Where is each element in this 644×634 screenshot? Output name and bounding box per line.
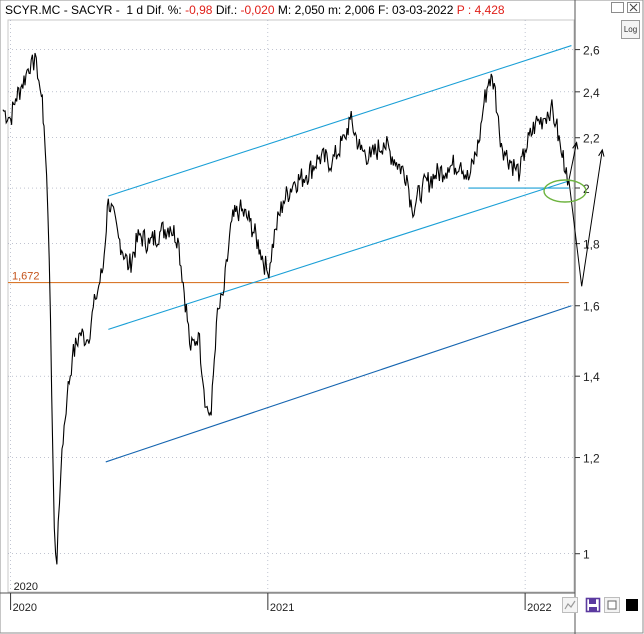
dark-background-button[interactable] [624,597,640,613]
projection-arrow [568,142,578,181]
window-close-icon[interactable] [627,2,640,13]
arrow-head [572,141,579,150]
symbol: SCYR.MC [5,3,61,17]
date-value: 03-03-2022 [392,3,454,17]
dif-label: Dif.: [215,3,238,17]
max-label: M: [277,3,292,17]
dif-value: -0,020 [240,3,275,17]
min-label: m: [327,3,342,17]
log-scale-label: Log [623,25,638,34]
instrument-name: SACYR [71,3,113,17]
separator: - [63,3,68,17]
y-tick-label: 1,4 [583,370,600,384]
y-tick-label: 2,6 [583,44,600,58]
arrow-head [598,148,605,157]
close-icon [629,3,638,12]
trendline-channel-upper [108,45,572,197]
x-tick-label: 2020 [13,602,37,614]
y-tick-label: 1 [583,548,590,562]
period-marker-label: 2020 [14,581,38,593]
y-tick-label: 2,4 [583,86,600,100]
highlight-ellipse [543,179,587,203]
y-tick-label: 1,2 [583,452,600,466]
price-label: P : [456,3,472,17]
save-button[interactable] [585,597,601,613]
date-label: F: [378,3,389,17]
max-value: 2,050 [294,3,325,17]
plot-frame [7,19,575,593]
price-line [2,52,570,565]
trendline-channel-middle [108,179,572,330]
light-background-button[interactable] [604,597,620,613]
x-tick-label: 2022 [527,602,551,614]
dif-pct-label: Dif. %: [146,3,182,17]
grid [8,20,574,592]
zigzag-icon [564,600,576,610]
log-scale-button[interactable]: Log [621,20,640,39]
projection-arrow [568,149,603,287]
dif-pct-value: -0,98 [185,3,213,17]
floppy-disk-icon [585,597,601,613]
trendline-channel-lower [105,305,572,463]
window-restore-icon[interactable] [611,2,624,13]
projection-arrows [568,141,605,287]
white-square-icon [607,600,617,610]
x-tick-label: 2021 [270,602,294,614]
y-tick-label: 1,8 [583,238,600,252]
trendlines [8,45,572,463]
y-tick-label: 2,2 [583,132,600,146]
support-label: 1,672 [12,271,40,283]
separator: - [115,3,120,17]
autoscale-button[interactable] [562,597,578,613]
y-tick-label: 1,6 [583,300,600,314]
y-tick-label: 2 [583,182,590,196]
chart-header: SCYR.MC - SACYR - 1 d Dif. %: -0,98 Dif.… [5,3,505,17]
price-value: 4,428 [474,3,505,17]
time-axis: 2020 2021 2022 2020 [10,581,552,614]
period: 1 d [126,3,144,17]
black-square-icon [626,599,638,611]
price-axis: 2,6 2,4 2,2 2 1,8 1,6 1,4 1,2 1 [575,44,600,562]
min-value: 2,006 [344,3,375,17]
